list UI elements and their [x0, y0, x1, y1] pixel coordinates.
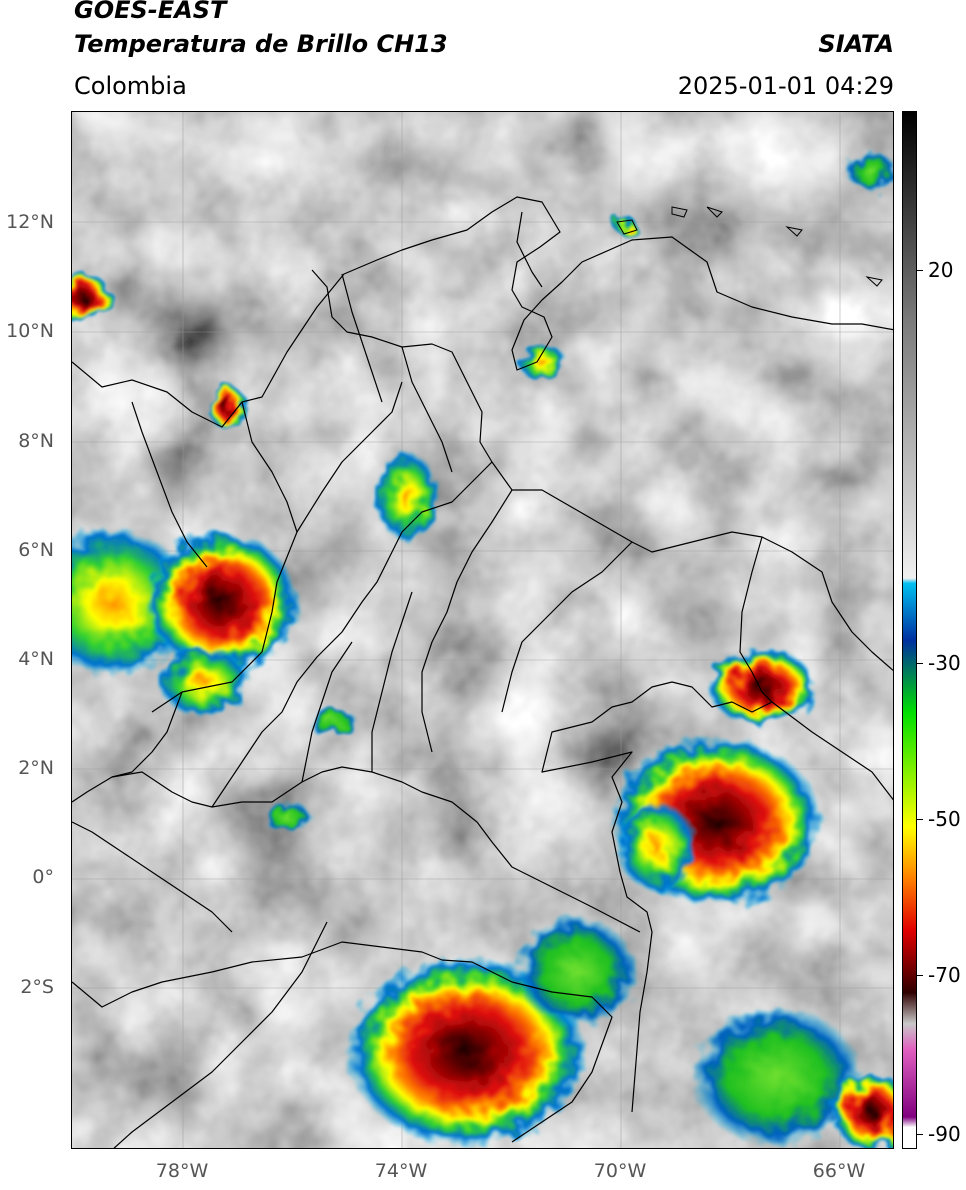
lon-tick-78w: 78°W	[155, 1160, 209, 1182]
product-title: Temperatura de Brillo CH13	[74, 30, 448, 58]
islands	[616, 206, 883, 287]
satellite-title: GOES-EAST	[74, 0, 227, 24]
lat-tick-8n: 8°N	[18, 430, 54, 452]
lat-tick-12n: 12°N	[6, 211, 54, 233]
colorbar-tick-minus50: -50	[928, 807, 961, 831]
colorbar-tick-minus90: -90	[928, 1122, 961, 1146]
lat-tick-2s: 2°S	[20, 976, 54, 998]
lon-tick-66w: 66°W	[812, 1160, 866, 1182]
colorbar-tick-20: 20	[928, 258, 954, 282]
borders	[72, 196, 893, 1148]
lon-tick-70w: 70°W	[593, 1160, 647, 1182]
lat-tick-10n: 10°N	[6, 320, 54, 342]
colorbar-tick-minus70: -70	[928, 963, 961, 987]
lat-tick-0: 0°	[32, 866, 54, 888]
temperature-colorbar	[902, 111, 917, 1149]
colorbar-tick-minus30: -30	[928, 651, 961, 675]
lon-tick-74w: 74°W	[374, 1160, 428, 1182]
organization-label: SIATA	[818, 30, 894, 58]
timestamp-label: 2025-01-01 04:29	[677, 72, 894, 100]
lat-tick-6n: 6°N	[18, 539, 54, 561]
lat-tick-2n: 2°N	[18, 757, 54, 779]
lat-tick-4n: 4°N	[18, 648, 54, 670]
satellite-map[interactable]	[71, 111, 894, 1149]
region-label: Colombia	[74, 72, 187, 100]
convective-clouds	[72, 152, 893, 1148]
